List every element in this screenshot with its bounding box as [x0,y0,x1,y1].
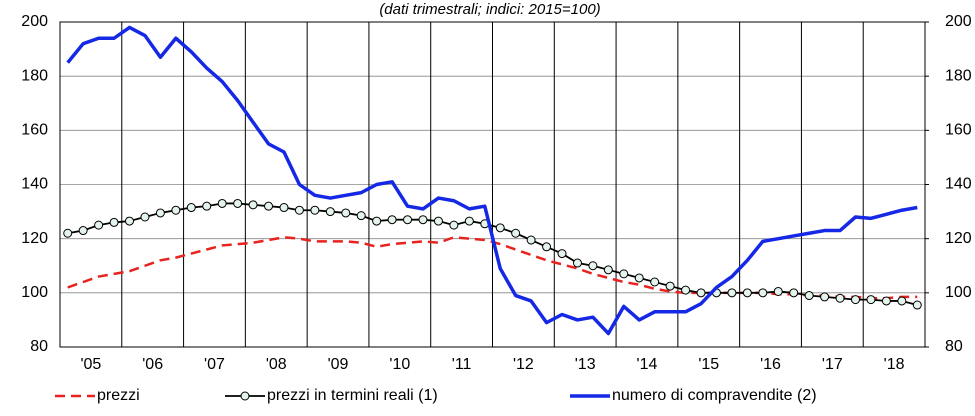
series-marker [94,220,104,230]
legend-label: prezzi in termini reali (1) [267,387,438,404]
x-tick-label: '12 [513,356,534,373]
series-marker [387,215,397,225]
series-marker [341,208,351,218]
x-tick-label: '06 [142,356,163,373]
series-marker [542,242,552,252]
series-marker [742,288,752,298]
x-tick-label: '08 [266,356,287,373]
y-tick-label: 180 [21,67,48,84]
series-marker [526,235,536,245]
series-marker [681,285,691,295]
series-marker [202,201,212,211]
series-marker [418,215,428,225]
series-marker [155,208,165,218]
series-marker [619,269,629,279]
series-marker [140,212,150,222]
series-marker [820,292,830,302]
x-tick-label: '11 [452,356,472,373]
y2-tick-label: 200 [945,13,972,30]
x-tick-label: '13 [575,356,596,373]
series-marker [125,216,135,226]
y-tick-label: 140 [21,176,48,193]
x-tick-label: '16 [760,356,781,373]
series-marker [665,281,675,291]
series-marker [881,296,891,306]
x-tick-label: '17 [822,356,843,373]
series-marker [171,205,181,215]
series-marker [588,261,598,271]
y2-tick-label: 140 [945,176,972,193]
series-marker [279,203,289,213]
series-marker [233,198,243,208]
series-marker [572,258,582,268]
series-marker [850,295,860,305]
series-marker [372,216,382,226]
series-marker [109,217,119,227]
series-marker [835,293,845,303]
series-marker [897,296,907,306]
series-marker [433,216,443,226]
series-line [66,25,918,336]
y-tick-label: 100 [21,284,48,301]
series-marker [804,291,814,301]
series-marker [603,265,613,275]
y2-tick-label: 80 [945,338,963,355]
series-marker [495,223,505,233]
series-marker [356,211,366,221]
legend-label: numero di compravendite (2) [612,387,817,404]
y-tick-label: 80 [30,338,48,355]
y-tick-label: 120 [21,230,48,247]
x-tick-label: '07 [204,356,225,373]
series-marker [186,203,196,213]
y-tick-label: 200 [21,13,48,30]
series-marker [866,295,876,305]
series-marker [773,286,783,296]
series-marker [248,200,258,210]
series-marker [449,220,459,230]
x-tick-label: '05 [80,356,101,373]
legend-label: prezzi [97,387,140,404]
series-marker [325,207,335,217]
series-marker [264,201,274,211]
series-marker [294,205,304,215]
x-tick-label: '15 [698,356,719,373]
series-marker [650,277,660,287]
series-marker [634,273,644,283]
y-tick-label: 160 [21,122,48,139]
x-tick-label: '10 [389,356,410,373]
y2-tick-label: 180 [945,67,972,84]
y2-tick-label: 100 [945,284,972,301]
x-tick-label: '18 [884,356,905,373]
series-marker [758,288,768,298]
series-marker [727,288,737,298]
y2-tick-label: 160 [945,122,972,139]
series-marker [403,215,413,225]
plot-frame [59,21,926,348]
series-marker [310,205,320,215]
series-marker [78,226,88,236]
legend-marker [240,391,250,401]
x-tick-label: '14 [637,356,658,373]
series-marker [789,288,799,298]
series-marker [63,228,73,238]
x-tick-label: '09 [328,356,349,373]
series-marker [511,228,521,238]
chart-title: (dati trimestrali; indici: 2015=100) [379,1,600,18]
series-marker [217,198,227,208]
series-marker [912,300,922,310]
y2-tick-label: 120 [945,230,972,247]
series-marker [464,216,474,226]
series-marker [557,249,567,259]
series-marker [696,288,706,298]
